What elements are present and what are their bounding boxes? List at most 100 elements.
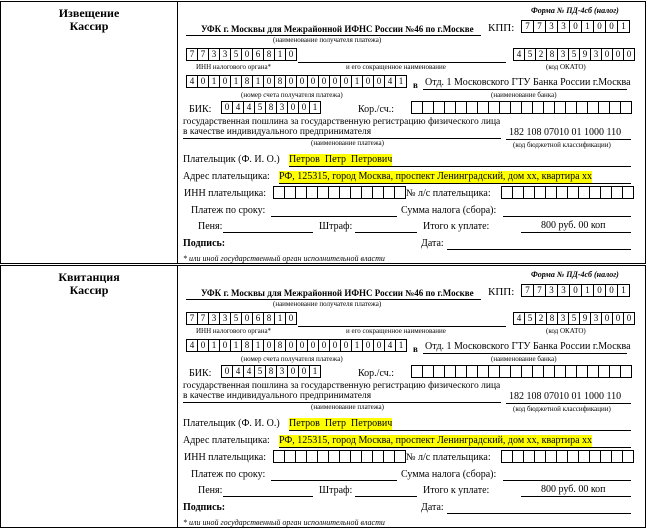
caption: (наименование получателя платежа) bbox=[273, 36, 382, 44]
form-section: Извещение Кассир Форма № ПД-4сб (налог) УФК… bbox=[0, 1, 646, 264]
label: БИК: bbox=[189, 104, 212, 115]
caption: (номер счета получателя платежа) bbox=[241, 355, 343, 363]
ls-cell bbox=[622, 450, 634, 463]
caption: (наименование банка) bbox=[491, 355, 557, 363]
address: РФ, 125315, город Москва, проспект Ленин… bbox=[279, 435, 593, 447]
underline bbox=[506, 403, 631, 404]
label: Плательщик (Ф. И. О.) bbox=[183, 418, 280, 429]
underline bbox=[271, 480, 397, 481]
caption: (наименование банка) bbox=[491, 91, 557, 99]
label: Адрес плательщика: bbox=[183, 435, 270, 446]
caption: (код бюджетной классификации) bbox=[513, 141, 611, 149]
underline bbox=[289, 166, 631, 167]
label: ИНН плательщика: bbox=[184, 188, 267, 199]
underline bbox=[271, 216, 397, 217]
recipient: УФК г. Москвы для Межрайонной ИФНС Росси… bbox=[201, 288, 474, 298]
underline bbox=[183, 138, 501, 139]
kbk: 182 108 07010 01 1000 110 bbox=[509, 391, 622, 402]
underline bbox=[186, 35, 481, 36]
caption: (код бюджетной классификации) bbox=[513, 405, 611, 413]
underline bbox=[447, 513, 631, 514]
payer-inn-cell bbox=[394, 186, 406, 199]
kpp-cell: 1 bbox=[617, 20, 630, 33]
underline bbox=[183, 402, 501, 403]
footnote: * или иной государственный орган исполни… bbox=[183, 518, 385, 527]
label: Пеня: bbox=[198, 221, 223, 232]
kor-cell bbox=[620, 101, 632, 114]
label: Пеня: bbox=[198, 485, 223, 496]
recipient: УФК г. Москвы для Межрайонной ИФНС Росси… bbox=[201, 24, 474, 34]
account-cell: 1 bbox=[395, 75, 407, 88]
payment-name: государственная пошлина за государственн… bbox=[183, 117, 501, 127]
underline bbox=[355, 232, 417, 233]
underline bbox=[186, 299, 481, 300]
label: Плательщик (Ф. И. О.) bbox=[183, 154, 280, 165]
underline bbox=[298, 62, 506, 63]
underline bbox=[355, 496, 417, 497]
underline bbox=[423, 89, 627, 90]
account-cell: 1 bbox=[395, 339, 407, 352]
caption: ИНН налогового органа* bbox=[196, 63, 272, 71]
label: КПП: bbox=[488, 286, 515, 298]
underline bbox=[521, 232, 631, 233]
underline bbox=[223, 232, 313, 233]
label: Платеж по сроку: bbox=[191, 205, 266, 216]
caption: (номер счета получателя платежа) bbox=[241, 91, 343, 99]
total: 800 руб. 00 коп bbox=[541, 484, 606, 495]
underline bbox=[521, 496, 631, 497]
label: Итого к уплате: bbox=[423, 485, 490, 496]
caption: (код ОКАТО) bbox=[546, 327, 586, 335]
footnote: * или иной государственный орган исполни… bbox=[183, 254, 385, 263]
kor-cell bbox=[620, 365, 632, 378]
kpp-cell: 1 bbox=[617, 284, 630, 297]
left-column: Квитанция Кассир bbox=[1, 266, 178, 527]
bank: Отд. 1 Московского ГТУ Банка России г.Мо… bbox=[425, 341, 631, 352]
label: Кор./сч.: bbox=[358, 104, 394, 115]
okato-cell: 0 bbox=[623, 312, 635, 325]
underline bbox=[447, 249, 631, 250]
ls-cell bbox=[622, 186, 634, 199]
payment-name: государственная пошлина за государственн… bbox=[183, 381, 501, 391]
section-label: Кассир bbox=[69, 283, 109, 297]
underline bbox=[503, 216, 631, 217]
label: в bbox=[413, 80, 418, 90]
label: Адрес плательщика: bbox=[183, 171, 270, 182]
caption: (наименование получателя платежа) bbox=[273, 300, 382, 308]
inn-cell: 0 bbox=[285, 312, 297, 325]
underline bbox=[298, 326, 506, 327]
underline bbox=[423, 353, 627, 354]
label: Дата: bbox=[421, 238, 444, 249]
underline bbox=[506, 139, 631, 140]
okato-cell: 0 bbox=[623, 48, 635, 61]
bik-cell: 1 bbox=[309, 101, 321, 114]
caption: (наименование платежа) bbox=[311, 403, 384, 411]
total: 800 руб. 00 коп bbox=[541, 220, 606, 231]
label: Штраф: bbox=[319, 485, 353, 496]
underline bbox=[279, 183, 631, 184]
label: Штраф: bbox=[319, 221, 353, 232]
label: КПП: bbox=[488, 22, 515, 34]
form-number: Форма № ПД-4сб (налог) bbox=[531, 270, 619, 279]
underline bbox=[503, 480, 631, 481]
label: Итого к уплате: bbox=[423, 221, 490, 232]
payment-name: в качестве индивидуального предпринимате… bbox=[183, 391, 372, 401]
caption: и его сокращенное наименование bbox=[346, 327, 446, 335]
payer: Петров Петр Петрович bbox=[289, 418, 393, 430]
caption: (код ОКАТО) bbox=[546, 63, 586, 71]
label: БИК: bbox=[189, 368, 212, 379]
label: Платеж по сроку: bbox=[191, 469, 266, 480]
bank: Отд. 1 Московского ГТУ Банка России г.Мо… bbox=[425, 77, 631, 88]
underline bbox=[289, 430, 631, 431]
section-label: Извещение bbox=[58, 6, 120, 20]
section-label: Кассир bbox=[69, 19, 109, 33]
label: № л/с плательщика: bbox=[406, 188, 491, 199]
kbk: 182 108 07010 01 1000 110 bbox=[509, 127, 622, 138]
label: в bbox=[413, 344, 418, 354]
label: № л/с плательщика: bbox=[406, 452, 491, 463]
section-label: Квитанция bbox=[58, 270, 120, 284]
left-column: Извещение Кассир bbox=[1, 2, 178, 263]
label: ИНН плательщика: bbox=[184, 452, 267, 463]
inn-cell: 0 bbox=[285, 48, 297, 61]
label: Сумма налога (сбора): bbox=[401, 469, 497, 480]
